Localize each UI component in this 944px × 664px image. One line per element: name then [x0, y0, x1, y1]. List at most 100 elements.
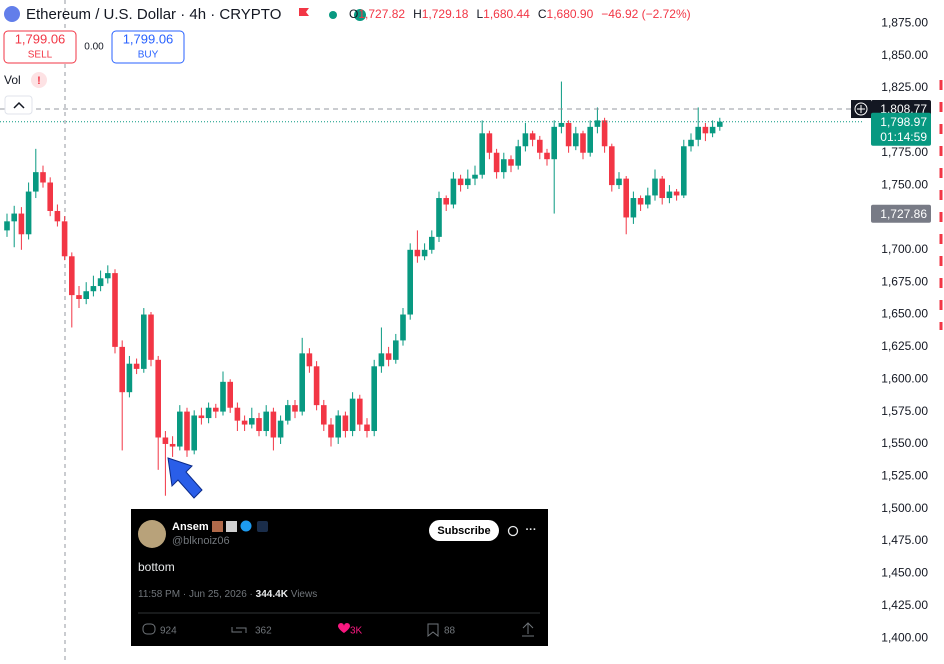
candle-body — [702, 126, 709, 134]
candle-body — [537, 139, 543, 153]
candle-body — [342, 415, 349, 432]
ohlc-label: O — [349, 7, 358, 21]
status-dot — [329, 11, 337, 19]
candle-body — [400, 314, 406, 341]
flag — [299, 8, 309, 16]
ohlc-item: O1,727.82 — [349, 7, 405, 21]
candle-body — [227, 381, 233, 408]
candle-body — [155, 359, 161, 438]
candle-body — [601, 120, 608, 147]
candle-body — [378, 353, 385, 367]
candle-body — [573, 133, 579, 147]
avatar — [138, 520, 166, 548]
subscribe-label: Subscribe — [437, 525, 490, 537]
y-tick-label: 1,850.00 — [881, 48, 928, 62]
candle-body — [681, 146, 687, 196]
candle-body — [270, 411, 277, 438]
candle-body — [616, 178, 622, 186]
y-tick-label: 1,525.00 — [881, 468, 928, 482]
buy-button[interactable] — [111, 30, 185, 64]
candle-body — [47, 182, 53, 211]
verified-badge — [240, 520, 252, 532]
candle-body — [205, 407, 212, 419]
share-icon[interactable] — [522, 622, 534, 637]
collapse-button[interactable] — [4, 95, 33, 115]
price-tag-label: 1,798.97 — [880, 115, 927, 129]
candle-body — [580, 133, 586, 153]
warning-icon-glyph: ! — [37, 75, 41, 87]
candle-body — [465, 178, 471, 186]
change: −46.92 (−2.72%) — [601, 7, 690, 21]
tweet-name: Ansem — [172, 521, 209, 533]
candle-body — [717, 121, 723, 127]
candle-body — [457, 178, 464, 186]
candle-body — [33, 172, 39, 192]
candle-body — [220, 381, 226, 412]
countdown: 01:14:59 — [880, 130, 927, 144]
y-tick-label: 1,750.00 — [881, 177, 928, 191]
ohlc-value: 1,729.18 — [422, 7, 469, 21]
candle-body — [558, 122, 565, 127]
ohlc-item: C1,680.90 — [538, 7, 594, 21]
arrow — [167, 457, 203, 499]
candle-body — [436, 198, 442, 237]
candle-body — [112, 273, 118, 347]
candle-body — [688, 139, 694, 147]
candle-body — [695, 126, 701, 140]
like-count: 3K — [350, 626, 363, 637]
candle-body — [371, 366, 377, 432]
candle-body — [11, 213, 17, 222]
bookmark-icon[interactable] — [427, 623, 439, 638]
candle-body — [126, 363, 133, 393]
subscribe-button[interactable] — [429, 520, 499, 541]
tweet-meta: 11:58 PM · Jun 25, 2026 · 344.4K Views — [138, 589, 317, 600]
badge — [257, 521, 268, 532]
y-tick-label: 1,575.00 — [881, 404, 928, 418]
candle-body — [393, 340, 399, 360]
candle-body — [472, 174, 478, 179]
repost-icon[interactable] — [231, 627, 247, 633]
candle-body — [421, 249, 428, 257]
candle-body — [69, 256, 75, 296]
y-tick-label: 1,600.00 — [881, 371, 928, 385]
y-tick-label: 1,500.00 — [881, 501, 928, 515]
candle-body — [61, 221, 68, 257]
candle-body — [364, 424, 370, 432]
grok-icon[interactable] — [507, 525, 519, 537]
candle-body — [241, 420, 248, 425]
candle-body — [544, 152, 550, 160]
reply-icon[interactable] — [142, 623, 156, 635]
like-icon[interactable] — [338, 623, 350, 633]
y-tick-label: 1,700.00 — [881, 242, 928, 256]
more-icon[interactable]: ··· — [526, 524, 537, 536]
y-tick-label: 1,650.00 — [881, 307, 928, 321]
spread: 0.00 — [84, 42, 104, 53]
repost-count: 362 — [255, 626, 272, 637]
price-tag-label: 1,727.86 — [880, 207, 927, 221]
y-tick-label: 1,425.00 — [881, 598, 928, 612]
y-tick-label: 1,475.00 — [881, 533, 928, 547]
ohlc-item: L1,680.44 — [476, 7, 530, 21]
candle-body — [623, 178, 629, 218]
tweet-views-label: Views — [288, 589, 317, 600]
buy-price: 1,799.06 — [123, 31, 174, 46]
candle-body — [141, 314, 147, 369]
candle-body — [234, 407, 241, 421]
candle-body — [83, 291, 89, 299]
candle-body — [551, 126, 557, 160]
candle-body — [177, 411, 183, 447]
candle-body — [493, 152, 500, 173]
ohlc-value: 1,680.90 — [547, 7, 594, 21]
candle-body — [652, 178, 658, 196]
candle-body — [659, 178, 665, 199]
price-tag — [871, 112, 931, 146]
warning-icon — [31, 72, 47, 88]
candle-body — [328, 424, 334, 438]
candle-body — [306, 353, 313, 367]
candle-body — [263, 411, 269, 432]
collapse-icon — [13, 101, 25, 109]
candle-body — [407, 249, 413, 315]
sell-button[interactable] — [3, 30, 77, 64]
ohlc-label: L — [476, 7, 483, 21]
